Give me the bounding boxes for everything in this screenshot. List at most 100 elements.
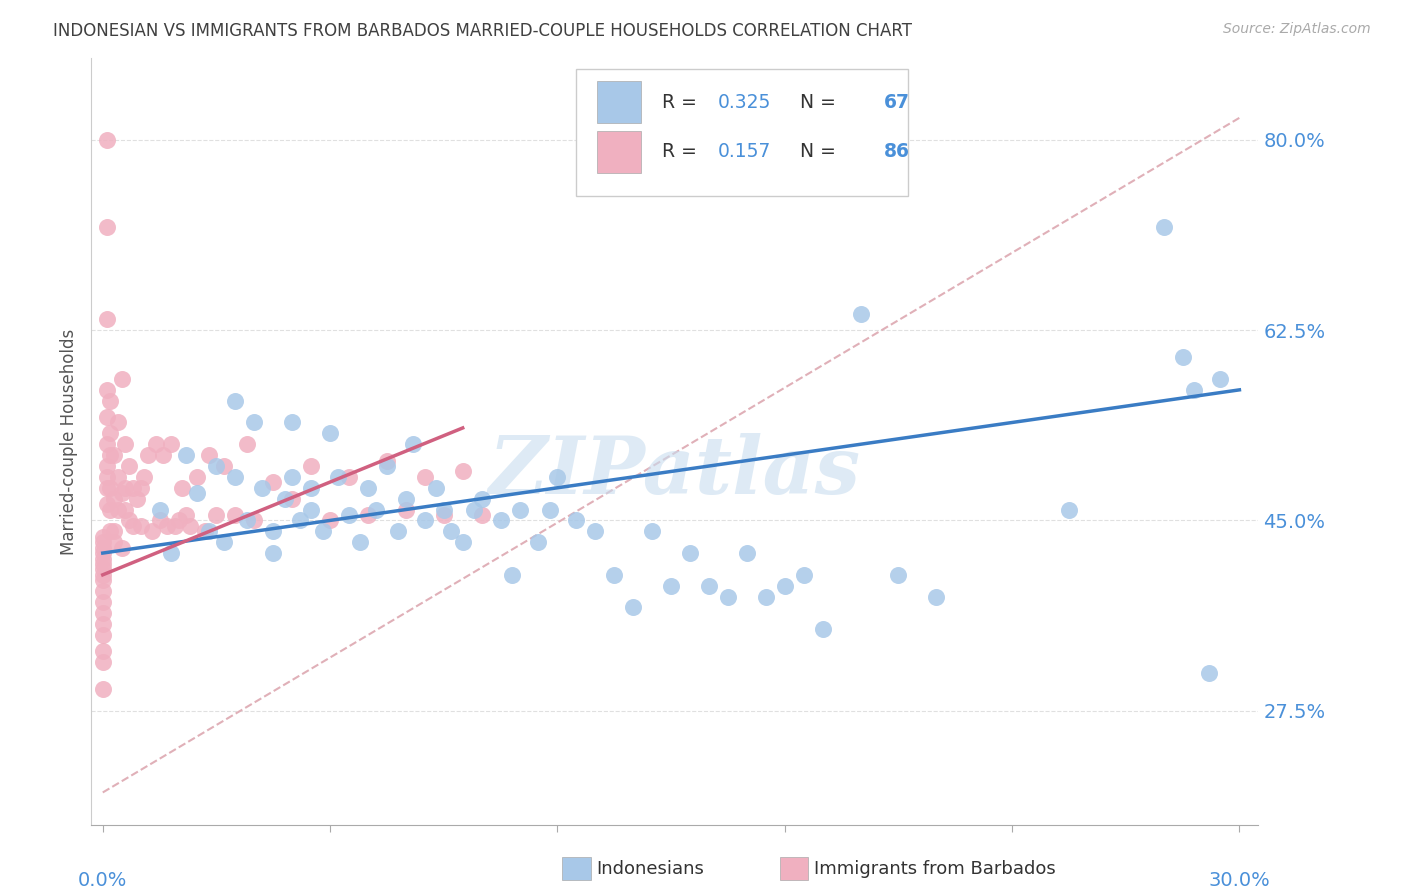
Point: [337, 508, 360, 522]
Point: [98, 524, 121, 539]
Point: [98, 448, 121, 462]
Point: [212, 535, 235, 549]
Point: [186, 486, 208, 500]
Point: [471, 508, 494, 522]
Point: [114, 437, 136, 451]
Point: [98, 502, 121, 516]
Point: [91, 682, 114, 697]
Point: [641, 524, 664, 539]
Point: [103, 535, 125, 549]
Point: [98, 481, 121, 495]
Point: [205, 508, 228, 522]
Point: [375, 453, 398, 467]
Point: [91, 655, 114, 669]
Point: [96, 470, 118, 484]
Point: [107, 502, 129, 516]
Point: [1198, 665, 1220, 680]
Point: [136, 448, 159, 462]
Point: [91, 546, 114, 560]
Point: [172, 481, 194, 495]
Point: [425, 481, 447, 495]
Point: [262, 524, 284, 539]
Point: [91, 567, 114, 582]
Point: [167, 513, 190, 527]
Point: [319, 426, 342, 441]
Point: [697, 579, 720, 593]
Point: [122, 481, 145, 495]
Point: [1057, 502, 1080, 516]
Point: [103, 491, 125, 506]
Y-axis label: Married-couple Households: Married-couple Households: [59, 328, 77, 555]
Point: [91, 557, 114, 571]
Point: [433, 502, 456, 516]
Point: [262, 546, 284, 560]
Point: [337, 470, 360, 484]
Point: [179, 519, 201, 533]
Point: [149, 502, 172, 516]
Point: [96, 410, 118, 425]
Point: [198, 524, 221, 539]
Point: [811, 622, 834, 636]
Point: [98, 393, 121, 408]
Point: [235, 513, 257, 527]
Point: [1209, 372, 1232, 386]
Point: [103, 524, 125, 539]
Point: [98, 426, 121, 441]
Point: [281, 416, 304, 430]
Point: [1182, 383, 1205, 397]
Point: [107, 470, 129, 484]
Point: [451, 535, 474, 549]
Point: [395, 502, 418, 516]
Text: Source: ZipAtlas.com: Source: ZipAtlas.com: [1223, 22, 1371, 37]
Point: [96, 312, 118, 326]
Point: [349, 535, 371, 549]
Point: [659, 579, 682, 593]
Point: [91, 584, 114, 599]
Text: 30.0%: 30.0%: [1209, 871, 1270, 890]
Point: [96, 497, 118, 511]
Point: [925, 590, 948, 604]
Text: R =: R =: [662, 93, 703, 112]
Point: [262, 475, 284, 490]
Point: [91, 541, 114, 555]
Point: [91, 562, 114, 576]
Point: [538, 502, 561, 516]
Point: [205, 458, 228, 473]
Point: [129, 481, 152, 495]
Point: [679, 546, 702, 560]
Point: [288, 513, 311, 527]
Point: [91, 616, 114, 631]
Point: [152, 448, 174, 462]
Point: [111, 541, 134, 555]
Point: [149, 513, 172, 527]
Point: [413, 513, 436, 527]
Point: [413, 470, 436, 484]
Point: [299, 458, 322, 473]
Point: [224, 508, 246, 522]
Point: [364, 502, 387, 516]
Point: [463, 502, 485, 516]
Point: [111, 486, 134, 500]
FancyBboxPatch shape: [575, 70, 908, 196]
Text: Indonesians: Indonesians: [596, 860, 704, 878]
Point: [156, 519, 179, 533]
Point: [198, 448, 221, 462]
Point: [212, 458, 235, 473]
Point: [224, 470, 246, 484]
Point: [357, 481, 380, 495]
Point: [357, 508, 380, 522]
Point: [433, 508, 456, 522]
Point: [91, 628, 114, 642]
Point: [402, 437, 425, 451]
Point: [114, 481, 136, 495]
Point: [243, 416, 266, 430]
Point: [527, 535, 550, 549]
Point: [755, 590, 778, 604]
Text: INDONESIAN VS IMMIGRANTS FROM BARBADOS MARRIED-COUPLE HOUSEHOLDS CORRELATION CHA: INDONESIAN VS IMMIGRANTS FROM BARBADOS M…: [53, 22, 912, 40]
Point: [735, 546, 758, 560]
Text: ZIPatlas: ZIPatlas: [489, 434, 860, 511]
FancyBboxPatch shape: [596, 131, 641, 173]
Point: [489, 513, 512, 527]
Point: [793, 567, 815, 582]
Point: [326, 470, 349, 484]
